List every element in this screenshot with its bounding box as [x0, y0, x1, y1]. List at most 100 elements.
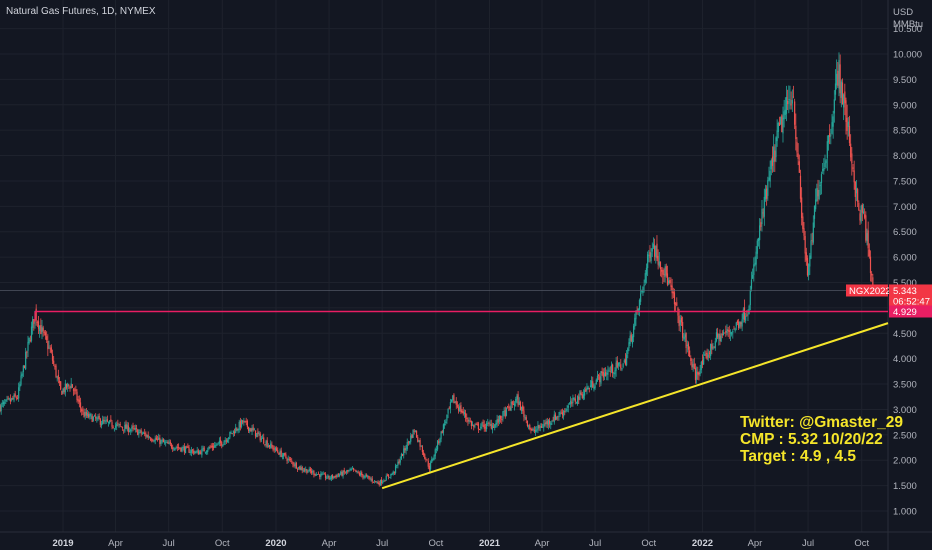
candle-body	[196, 450, 198, 452]
candle	[371, 476, 373, 484]
candle-body	[111, 422, 113, 427]
candle-body	[245, 420, 247, 422]
candle	[8, 397, 10, 401]
candle	[166, 439, 168, 443]
candle-body	[642, 286, 644, 293]
candle	[379, 479, 382, 486]
candle-body	[574, 398, 576, 402]
candle-body	[264, 444, 266, 446]
candle	[320, 470, 322, 480]
candle	[457, 404, 460, 414]
candle-body	[393, 472, 396, 473]
candle-body	[659, 261, 662, 270]
candle-body	[350, 469, 352, 470]
candle	[837, 61, 839, 88]
candle-body	[661, 269, 663, 272]
y-tick-label: 6.500	[893, 227, 917, 238]
candle	[594, 383, 596, 390]
symbol-tag: NGX2022	[849, 286, 891, 297]
candle	[131, 424, 133, 433]
candle-body	[550, 422, 552, 426]
candle-body	[582, 394, 585, 399]
candle	[565, 407, 567, 413]
candle	[699, 364, 701, 377]
candle	[665, 263, 667, 278]
candle	[546, 417, 548, 429]
candle-body	[783, 111, 785, 120]
candle	[715, 328, 718, 343]
candle	[61, 390, 63, 395]
candle-body	[201, 448, 203, 456]
candle-body	[506, 406, 509, 408]
candle-body	[51, 353, 54, 361]
candle-body	[457, 407, 460, 411]
candle-body	[760, 222, 762, 227]
candle-body	[349, 469, 351, 471]
candle-body	[802, 216, 804, 229]
candle	[603, 367, 606, 381]
candle	[841, 78, 844, 105]
candle-body	[202, 447, 204, 449]
candle-body	[300, 467, 302, 470]
candle	[526, 420, 529, 428]
candle	[146, 434, 148, 438]
candle	[317, 471, 320, 475]
candle	[566, 405, 568, 413]
candle	[704, 350, 706, 357]
candle-body	[728, 330, 730, 332]
candle-body	[617, 363, 620, 366]
candle-body	[470, 421, 473, 427]
candle	[239, 417, 241, 431]
candle-body	[426, 459, 428, 461]
candle	[147, 431, 149, 440]
candle-body	[435, 449, 438, 451]
candle-body	[460, 405, 462, 413]
candle-body	[378, 482, 380, 485]
candle	[128, 427, 131, 433]
candle	[272, 445, 274, 452]
candle	[672, 287, 674, 298]
candle	[270, 440, 272, 449]
candle	[706, 348, 708, 361]
candle	[107, 421, 110, 427]
candle-body	[668, 280, 670, 284]
candle-body	[775, 137, 777, 158]
candle	[0, 402, 2, 415]
candle-body	[620, 364, 622, 369]
candle	[295, 461, 297, 469]
support-trendline[interactable]	[381, 322, 889, 490]
candle-body	[77, 399, 79, 401]
candle	[692, 358, 694, 372]
candle	[722, 329, 725, 336]
candle	[189, 449, 191, 456]
candle	[319, 474, 321, 480]
candle-body	[428, 465, 431, 470]
candle-body	[387, 475, 390, 477]
candle	[215, 442, 217, 449]
candle-body	[697, 372, 699, 375]
x-tick-label: Jul	[589, 538, 601, 549]
candle	[676, 297, 678, 307]
candle-body	[512, 404, 515, 405]
candle	[537, 421, 539, 434]
candle-body	[826, 141, 828, 158]
candle-body	[453, 394, 455, 404]
candle-body	[520, 406, 523, 412]
candle	[19, 381, 21, 392]
candle-body	[286, 458, 288, 462]
candle	[149, 436, 152, 442]
candle-body	[491, 425, 494, 430]
candle	[172, 444, 174, 453]
candle	[574, 394, 576, 405]
candle	[620, 359, 622, 371]
candle-body	[67, 383, 69, 387]
candle-body	[748, 305, 750, 314]
candle-body	[418, 440, 420, 442]
candle	[802, 212, 804, 233]
candle	[617, 362, 620, 370]
candle-body	[28, 337, 30, 343]
candle-body	[410, 435, 412, 442]
y-axis: 1.0001.5002.0002.5003.0003.5004.0004.500…	[893, 24, 922, 517]
candle-body	[851, 153, 853, 164]
